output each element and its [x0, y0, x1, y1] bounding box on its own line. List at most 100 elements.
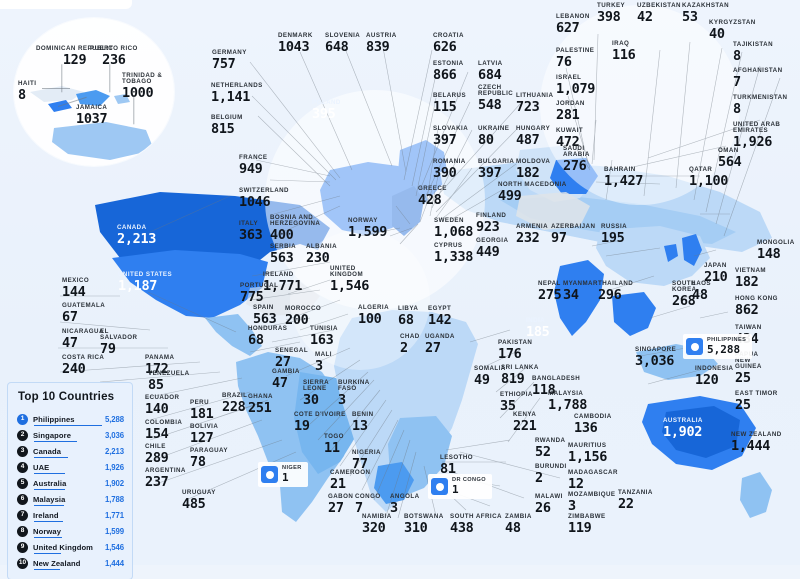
label-qatar: Qatar 1,100	[689, 166, 729, 189]
label-jamaica: Jamaica 1037	[76, 104, 108, 126]
rank-badge: 3	[17, 445, 28, 457]
label-nicaragua: Nicaragua 47	[62, 328, 104, 351]
label-value: 1	[452, 483, 459, 496]
label-ghana: Ghana 251	[248, 393, 273, 416]
label-tunisia: Tunisia 163	[310, 325, 338, 348]
top-10-list: 1 Philippines 5,288 2 Singapore 3,036 3 Canada 2…	[8, 411, 132, 571]
label-costa-rica: Costa Rica 240	[62, 354, 105, 377]
rank-badge: 9	[17, 541, 28, 553]
value-bar	[34, 488, 65, 490]
label-bahrain: Bahrain 1,427	[604, 166, 644, 189]
label-albania: Albania 230	[306, 243, 337, 266]
list-item[interactable]: 6 Malaysia 1,788	[17, 491, 124, 507]
label-zambia: Zambia 48	[505, 513, 532, 536]
country-value: 2,213	[104, 446, 124, 456]
label-slovenia: Slovenia 648	[325, 32, 361, 55]
label-name: Jamaica	[76, 104, 108, 111]
label-namibia: Namibia 320	[362, 513, 392, 536]
label-pakistan: Pakistan 176	[498, 339, 533, 362]
rank-badge: 4	[17, 461, 28, 473]
list-item[interactable]: 9 United Kingdom 1,546	[17, 539, 124, 555]
country-name: Canada	[33, 446, 62, 456]
label-moldova: Moldova 182	[516, 158, 551, 181]
label-chile: Chile 289	[145, 443, 169, 466]
rank-badge: 10	[17, 557, 28, 569]
list-item[interactable]: 7 Ireland 1,771	[17, 507, 124, 523]
label-senegal: Senegal 27	[275, 347, 309, 370]
label-serbia: Serbia 563	[270, 243, 297, 266]
label-turkmenistan: Turkmenistan 8	[733, 94, 788, 117]
label-lesotho: Lesotho 81	[440, 454, 474, 477]
callout-dr-congo[interactable]: DR Congo 1	[428, 474, 492, 499]
label-uzbekistan: Uzbekistan 42	[637, 2, 681, 25]
label-madagascar: Madagascar 12	[568, 469, 618, 492]
top-10-countries-panel: Top 10 Countries 1 Philippines 5,288 2 Singa…	[8, 383, 132, 579]
map-pin-icon	[261, 466, 278, 483]
list-item[interactable]: 2 Singapore 3,036	[17, 427, 124, 443]
panel-title: Top 10 Countries	[18, 391, 115, 403]
label-gambia: Gambia 47	[272, 368, 300, 391]
label-bangladesh: Bangladesh 118	[532, 375, 581, 398]
label-value: 1000	[122, 84, 154, 101]
label-palestine: Palestine 76	[556, 47, 595, 70]
label-name: Trinidad & Tobago	[122, 72, 163, 86]
country-name: Norway	[33, 526, 62, 536]
callout-philippines[interactable]: Philippines 5,288	[683, 334, 753, 359]
label-name: Philippines	[707, 337, 747, 343]
label-south-africa: South Africa 438	[450, 513, 502, 536]
label-nigeria: Nigeria 77	[352, 449, 381, 472]
list-item[interactable]: 4 UAE 1,926	[17, 459, 124, 475]
list-item[interactable]: 8 Norway 1,599	[17, 523, 124, 539]
label-switzerland: Switzerland 1046	[239, 187, 289, 210]
label-croatia: Croatia 626	[433, 32, 464, 55]
label-kazakhstan: Kazakhstan 53	[682, 2, 730, 25]
label-united-kingdom: United Kingdom 1,546	[330, 265, 370, 294]
label-czech-republic: Czech Republic 548	[478, 84, 514, 113]
list-item[interactable]: 10 New Zealand 1,444	[17, 555, 124, 571]
label-chad: Chad 2	[400, 333, 420, 356]
label-poland: Poland 395	[312, 99, 341, 122]
label-panama: Panama 172	[145, 354, 175, 377]
label-belgium: Belgium 815	[211, 114, 243, 137]
label-azerbaijan: Azerbaijan 97	[551, 223, 596, 246]
country-value: 3,036	[104, 430, 124, 440]
list-item[interactable]: 5 Australia 1,902	[17, 475, 124, 491]
label-paraguay: Paraguay 78	[190, 447, 228, 470]
label-united-states: United States 1,187	[118, 271, 173, 294]
label-jordan: Jordan 281	[556, 100, 585, 123]
label-ireland: Ireland 1,771	[263, 271, 303, 294]
callout-niger[interactable]: Niger 1	[258, 462, 308, 487]
label-estonia: Estonia 866	[433, 60, 464, 83]
country-value: 1,926	[104, 462, 124, 472]
label-mongolia: Mongolia 148	[757, 239, 795, 262]
label-botswana: Botswana 310	[404, 513, 444, 536]
label-norway: Norway 1,599	[348, 217, 388, 240]
label-kenya: Kenya 221	[513, 411, 537, 434]
country-name: UAE	[33, 462, 50, 472]
country-value: 5,288	[104, 414, 124, 424]
label-angola: Angola 3	[390, 493, 420, 516]
label-algeria: Algeria 100	[358, 304, 389, 327]
country-name: Philippines	[33, 414, 75, 424]
label-sierra-leone: Sierra Leone 30	[303, 379, 329, 408]
label-thailand: Thailand 296	[598, 280, 634, 303]
label-libya: Libya 68	[398, 305, 419, 328]
rank-badge: 5	[17, 477, 28, 489]
label-cameroon: Cameroon 21	[330, 469, 371, 492]
label-sweden: Sweden 1,068	[434, 217, 474, 240]
label-name: Puerto Rico	[90, 45, 138, 52]
label-name: Haiti	[18, 80, 37, 87]
label-brazil: Brazil 228	[222, 392, 248, 415]
list-item[interactable]: 3 Canada 2,213	[17, 443, 124, 459]
label-morocco: Morocco 200	[285, 305, 322, 328]
map-pin-icon	[686, 338, 703, 355]
list-item[interactable]: 1 Philippines 5,288	[17, 411, 124, 427]
label-benin: Benin 13	[352, 411, 374, 434]
label-congo: Congo 7	[355, 493, 381, 516]
label-bolivia: Bolivia 127	[190, 423, 219, 446]
label-laos: Laos 48	[692, 280, 711, 303]
label-kuwait: Kuwait 472	[556, 127, 584, 150]
label-oman: Oman 564	[718, 147, 742, 170]
label-georgia: Georgia 449	[476, 237, 509, 260]
label-afghanistan: Afghanistan 7	[733, 67, 783, 90]
